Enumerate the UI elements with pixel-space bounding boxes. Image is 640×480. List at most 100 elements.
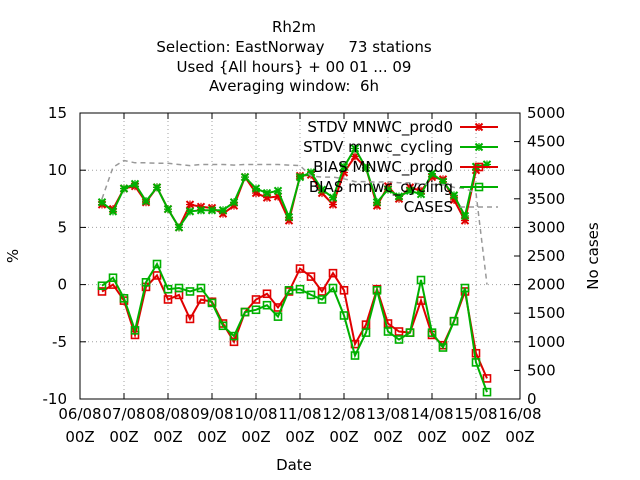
data-point — [427, 328, 437, 337]
x-tick-label-date: 08/08 — [146, 405, 189, 423]
y2-tick-label: 5000 — [527, 104, 565, 122]
y2-tick-label: 2500 — [527, 247, 565, 265]
data-point — [317, 185, 327, 194]
data-point — [119, 184, 129, 193]
x-tick-label-hour: 00Z — [153, 428, 182, 446]
data-point — [251, 184, 261, 193]
data-point — [405, 186, 415, 195]
legend-marker — [474, 162, 484, 172]
legend-label: CASES — [404, 198, 453, 216]
y-tick-label: -10 — [43, 390, 68, 408]
data-point — [328, 193, 338, 202]
data-point — [185, 207, 195, 216]
series-line — [101, 146, 488, 230]
data-point — [229, 198, 239, 207]
data-point — [185, 287, 195, 296]
data-point — [482, 387, 492, 397]
grid — [80, 113, 520, 399]
data-point — [152, 183, 162, 192]
axes: 06/08 00Z 07/08 00Z 08/08 00Z 09/08 00Z 10/08 00Z… — [43, 104, 566, 446]
data-point — [163, 284, 173, 294]
title-line-3: Used {All hours} + 00 01 ... 09 — [177, 58, 412, 76]
data-point — [295, 284, 305, 294]
x-tick-label-date: 09/08 — [190, 405, 233, 423]
y-tick-label: -5 — [52, 333, 67, 351]
data-point — [207, 298, 217, 308]
data-point — [449, 316, 459, 326]
y2-tick-label: 1000 — [527, 333, 565, 351]
series-4 — [101, 159, 488, 285]
data-point — [383, 327, 393, 336]
data-point — [240, 172, 250, 182]
legend-label: STDV MNWC_prod0 — [307, 118, 453, 137]
data-point — [97, 281, 107, 291]
data-point — [185, 314, 195, 324]
legend-marker — [474, 182, 484, 192]
y2-tick-label: 500 — [527, 361, 556, 379]
y2-tick-label: 2000 — [527, 276, 565, 294]
data-point — [416, 275, 426, 285]
data-point — [339, 311, 349, 320]
title-line-2: Selection: EastNorway 73 stations — [156, 38, 432, 56]
data-point — [449, 191, 459, 200]
y-tick-label: 0 — [57, 276, 67, 294]
x-tick-label-hour: 00Z — [461, 428, 490, 446]
data-point — [471, 358, 481, 367]
data-point — [372, 286, 382, 295]
data-point — [372, 198, 382, 207]
x-tick-label-hour: 00Z — [197, 428, 226, 446]
data-point — [273, 186, 283, 195]
data-point — [174, 223, 184, 232]
data-point — [350, 144, 360, 153]
x-tick-label-hour: 00Z — [417, 428, 446, 446]
data-point — [119, 294, 129, 303]
x-tick-label-date: 07/08 — [102, 405, 145, 423]
data-point — [152, 271, 162, 280]
data-point — [394, 327, 404, 336]
data-point — [174, 283, 184, 293]
y-axis-label: % — [4, 249, 22, 263]
data-point — [185, 200, 195, 209]
legend-label: STDV mnwc_cycling — [303, 138, 453, 157]
y2-axis-label: No cases — [584, 222, 602, 290]
data-point — [394, 192, 404, 201]
x-tick-label-hour: 00Z — [329, 428, 358, 446]
data-point — [416, 190, 426, 199]
data-point — [141, 278, 151, 287]
y-tick-label: 5 — [57, 218, 67, 236]
x-tick-label-hour: 00Z — [65, 428, 94, 446]
y2-tick-label: 3000 — [527, 218, 565, 236]
data-point — [328, 200, 338, 209]
data-point — [295, 172, 305, 182]
x-tick-label-date: 13/08 — [366, 405, 409, 423]
data-point — [306, 272, 316, 281]
data-point — [196, 206, 206, 215]
y2-tick-label: 3500 — [527, 190, 565, 208]
data-point — [229, 331, 239, 341]
data-point — [273, 312, 283, 321]
data-point — [394, 335, 404, 344]
data-point — [262, 289, 272, 299]
series-1 — [97, 144, 492, 232]
data-point — [207, 206, 217, 215]
legend-marker — [474, 142, 484, 152]
legend-label: BIAS mnwc_cycling — [309, 178, 453, 197]
data-point — [196, 283, 206, 293]
data-point — [306, 290, 316, 300]
data-point — [141, 196, 151, 206]
y2-tick-label: 4500 — [527, 133, 565, 151]
y2-tick-label: 4000 — [527, 161, 565, 179]
series-layer — [97, 144, 492, 397]
data-point — [339, 286, 349, 295]
data-point — [317, 287, 327, 296]
x-tick-label-hour: 00Z — [505, 428, 534, 446]
data-point — [251, 305, 261, 315]
legend-entry: BIAS MNWC_prod0 — [313, 158, 498, 177]
data-point — [482, 374, 492, 383]
data-point — [383, 319, 393, 328]
legend-marker — [474, 122, 484, 132]
data-point — [152, 259, 162, 269]
data-point — [196, 295, 206, 304]
data-point — [97, 198, 107, 207]
